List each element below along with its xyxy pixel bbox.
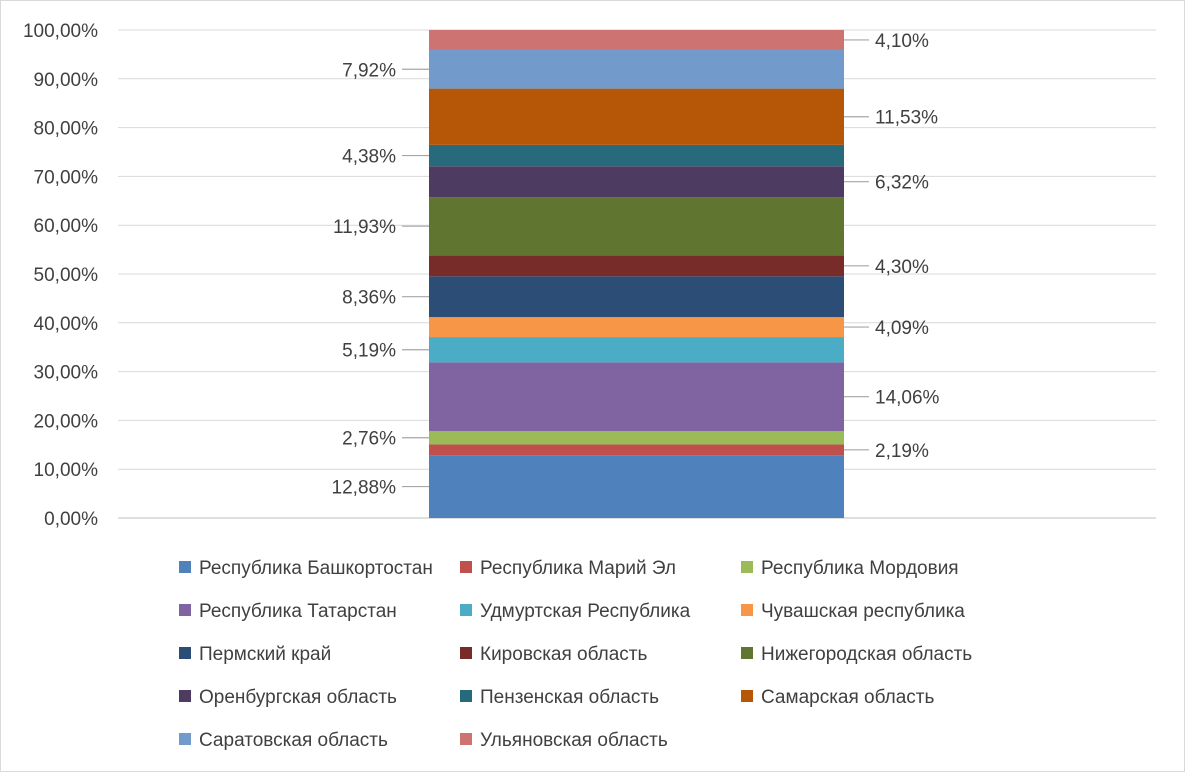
legend-entry: Оренбургская область [199,687,397,708]
legend-swatch [741,561,753,573]
bar-segment [429,444,844,456]
bar-segment [429,317,844,338]
legend-swatch [741,690,753,702]
bar-segment [429,430,844,445]
data-label: 11,53% [875,108,938,129]
bar-segment [429,166,844,198]
legend-entry: Нижегородская область [761,644,972,665]
legend-swatch [179,604,191,616]
legend: Республика Башкортостан Республика Марий … [179,558,972,751]
legend-entry: Республика Татарстан [199,601,397,622]
y-axis-ticks: 0,00% 10,00% 20,00% 30,00% 40,00% 50,00% 60,00… [23,21,98,530]
legend-entry: Республика Мордовия [761,558,959,579]
legend-swatch [741,604,753,616]
legend-entry: Ульяновская область [480,730,668,751]
legend-entry: Самарская область [761,687,935,708]
y-tick-label: 90,00% [34,70,99,91]
legend-swatch [460,561,472,573]
legend-entry: Республика Марий Эл [480,558,676,579]
data-label: 14,06% [875,388,940,409]
bar-segment [429,276,844,318]
data-label: 4,10% [875,31,929,52]
data-label: 4,09% [875,318,929,339]
y-tick-label: 30,00% [34,363,99,384]
legend-swatch [179,647,191,659]
y-tick-label: 10,00% [34,460,99,481]
legend-swatch [460,690,472,702]
bar-segment [429,49,844,89]
bar-segment [429,88,844,145]
legend-entry: Республика Башкортостан [199,558,433,579]
bar-segment [429,455,844,518]
legend-swatch [741,647,753,659]
data-label: 2,19% [875,441,929,462]
data-label: 4,38% [342,147,396,168]
y-tick-label: 70,00% [34,167,99,188]
data-label: 11,93% [333,217,396,238]
bar-segment [429,197,844,256]
legend-entry: Саратовская область [199,730,388,751]
legend-swatch [460,647,472,659]
legend-swatch [460,733,472,745]
data-labels: 12,88% 2,19% 2,76% 14,06% 5,19% 4,09% 8,36% 4,3… [332,31,940,499]
bar-segment [429,362,844,431]
legend-swatch [179,733,191,745]
data-label: 12,88% [332,478,397,499]
data-label: 7,92% [342,60,396,81]
legend-entry: Кировская область [480,644,648,665]
y-tick-label: 80,00% [34,119,99,140]
data-label: 6,32% [875,173,929,194]
y-tick-label: 0,00% [44,509,98,530]
data-label: 2,76% [342,429,396,450]
legend-swatch [179,690,191,702]
legend-entry: Пензенская область [480,687,659,708]
bar-segment [429,337,844,363]
legend-swatch [179,561,191,573]
legend-entry: Пермский край [199,644,331,665]
bar-segment [429,144,844,167]
legend-entry: Удмуртская Республика [480,601,691,622]
data-label: 5,19% [342,341,396,362]
y-tick-label: 100,00% [23,21,98,42]
y-tick-label: 40,00% [34,314,99,335]
legend-entry: Чувашская республика [761,601,965,622]
y-tick-label: 60,00% [34,216,99,237]
y-tick-label: 50,00% [34,265,99,286]
data-label: 8,36% [342,288,396,309]
stacked-bar [429,29,844,518]
bar-segment [429,29,844,50]
y-tick-label: 20,00% [34,411,99,432]
bar-segment [429,255,844,277]
data-label: 4,30% [875,257,929,278]
legend-swatch [460,604,472,616]
